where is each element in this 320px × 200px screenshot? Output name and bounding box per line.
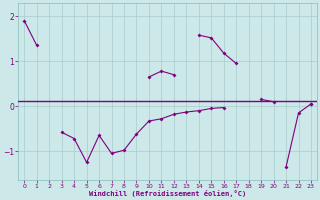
X-axis label: Windchill (Refroidissement éolien,°C): Windchill (Refroidissement éolien,°C) [89,190,246,197]
